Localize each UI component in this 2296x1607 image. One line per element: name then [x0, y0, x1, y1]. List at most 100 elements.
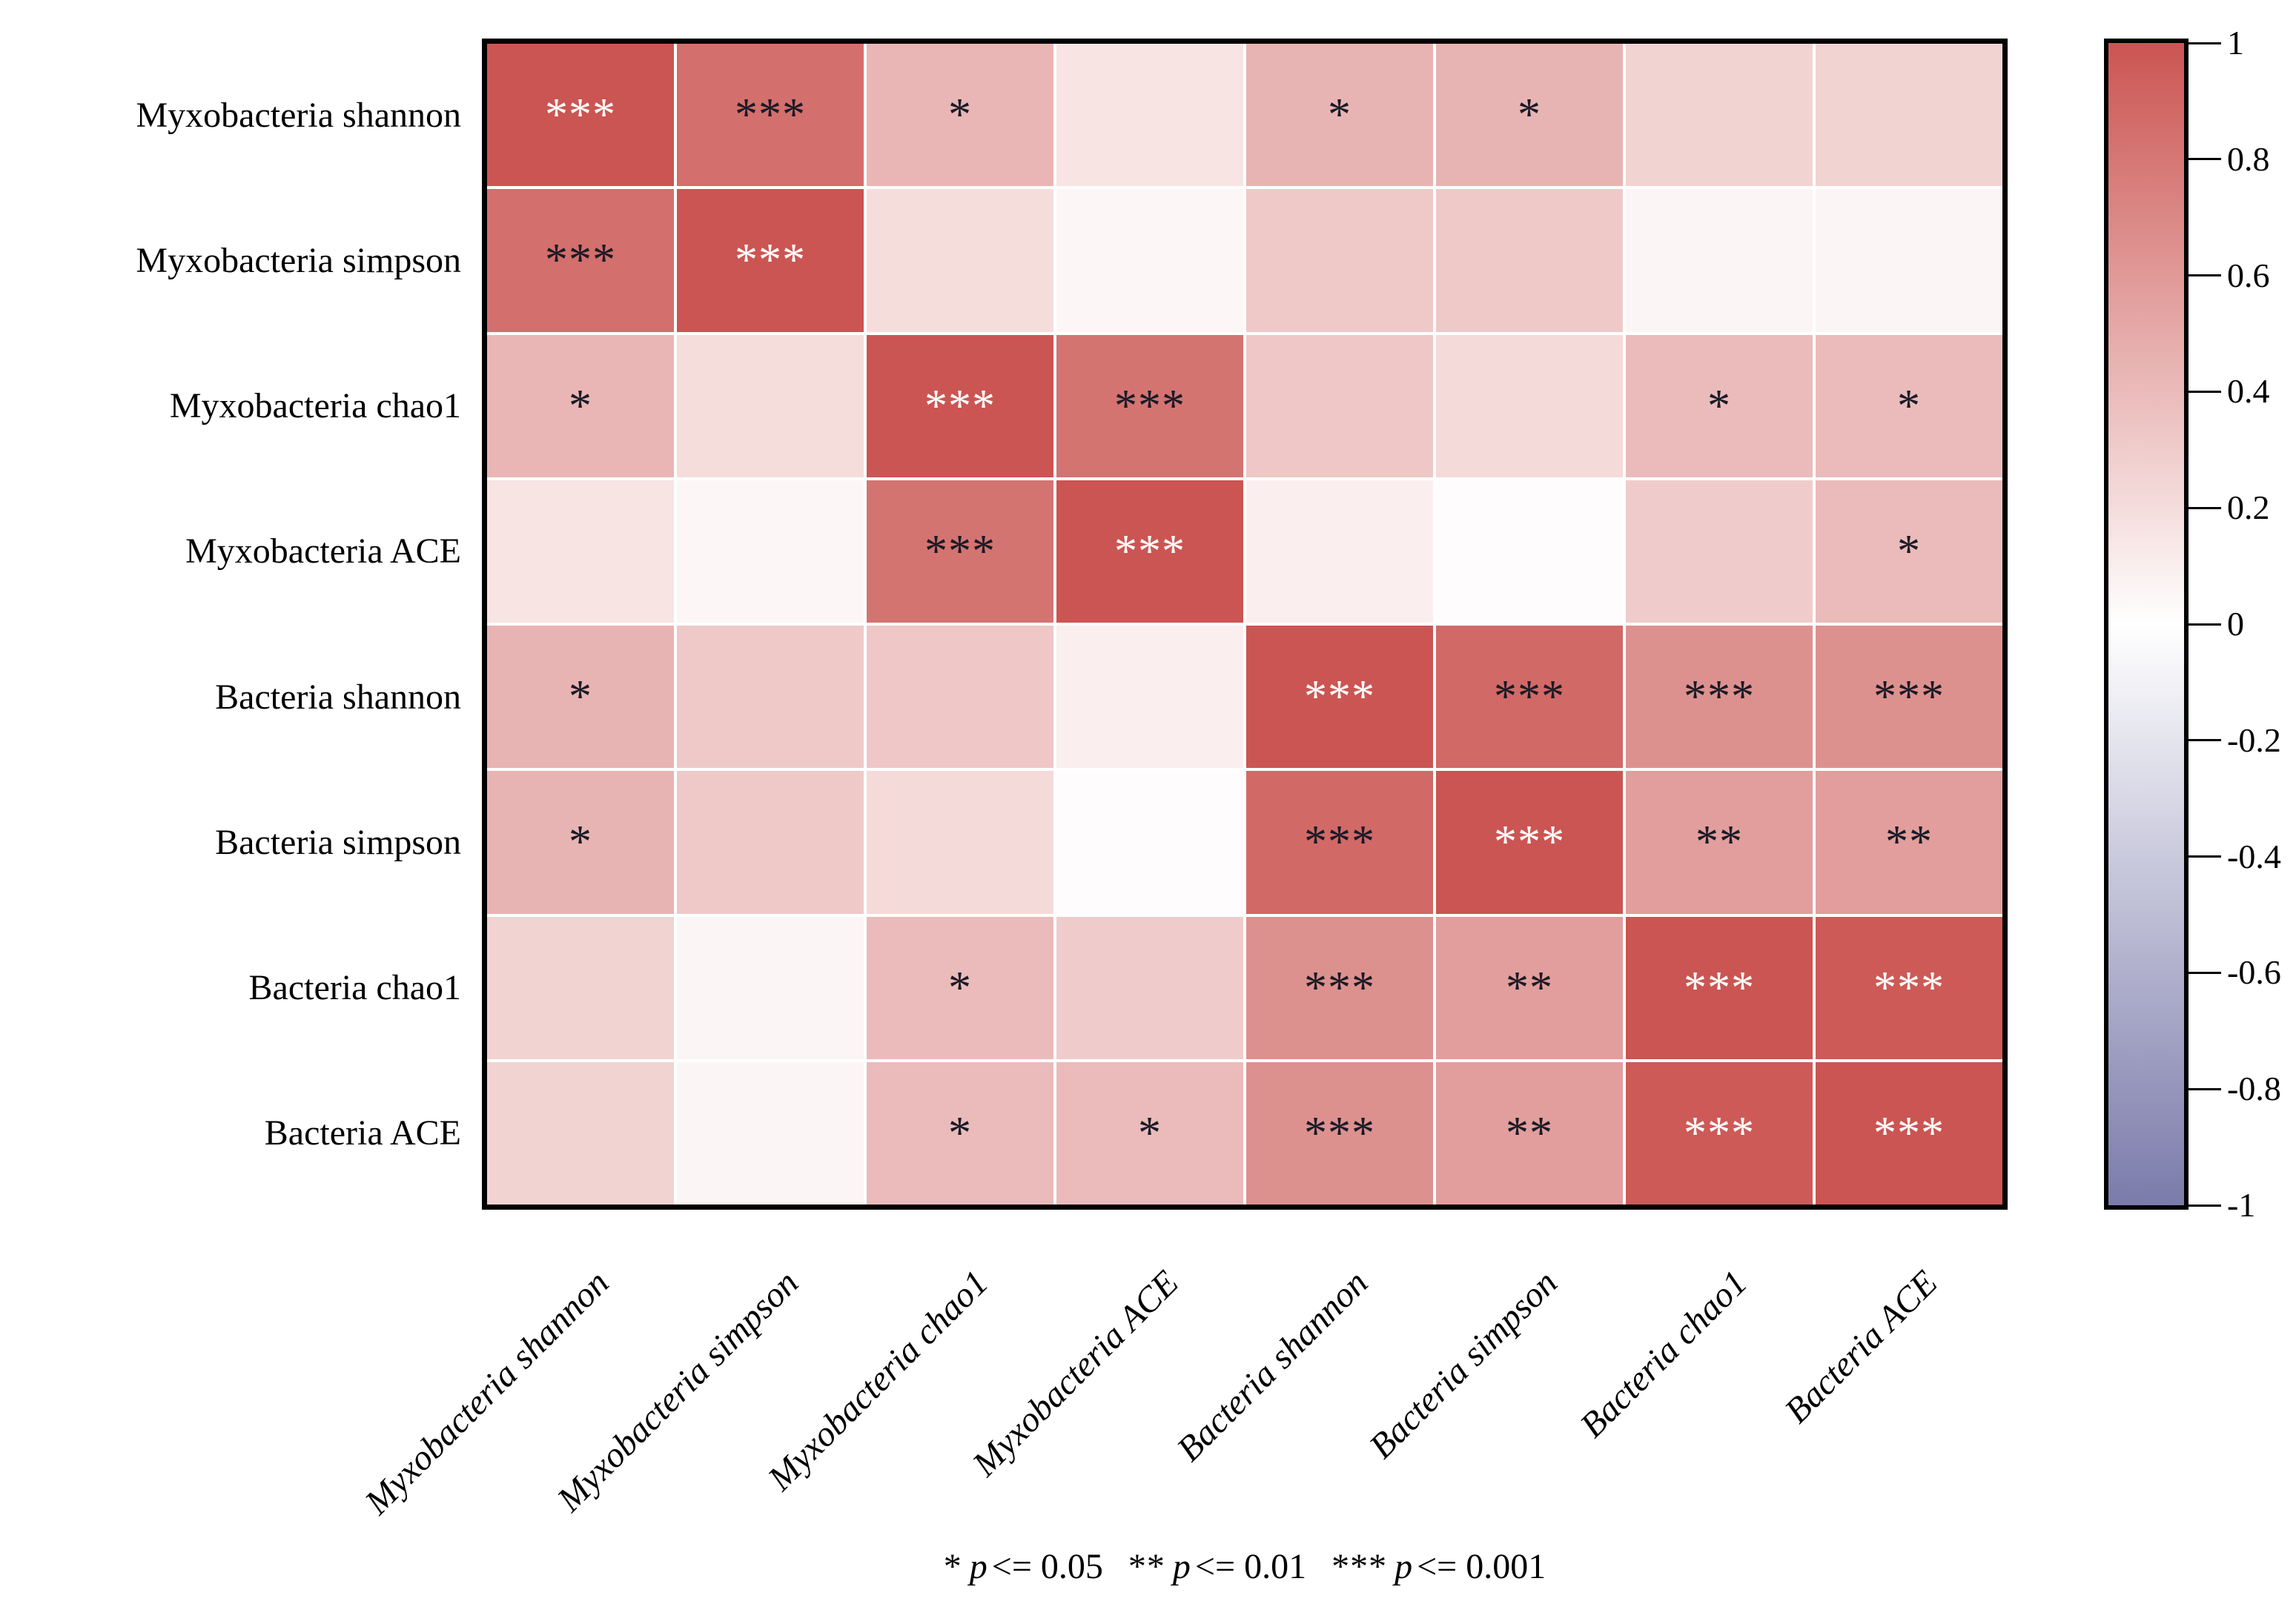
heatmap-cell: ***: [1436, 626, 1623, 769]
colorbar-tick: [2189, 739, 2221, 742]
colorbar-tick: [2189, 274, 2221, 277]
row-label: Bacteria chao1: [248, 968, 462, 1008]
significance-stars: *: [1138, 1107, 1162, 1159]
row-label: Myxobacteria shannon: [136, 95, 461, 135]
heatmap-cell: [1626, 189, 1813, 332]
colorbar-tick-label: 1: [2227, 24, 2244, 62]
heatmap-cell: *: [1436, 44, 1623, 187]
colorbar-tick: [2189, 506, 2221, 509]
col-label: Bacteria simpson: [1362, 1262, 1566, 1467]
heatmap-cell: ***: [1246, 916, 1433, 1059]
heatmap-cell: *: [1246, 44, 1433, 187]
heatmap-cell: [1246, 480, 1433, 623]
significance-stars: ***: [735, 90, 806, 141]
heatmap-frame: *** *** * * * *** *** * *** *** * * *** *** * * *** *** **…: [482, 39, 2008, 1210]
significance-stars: ***: [1873, 672, 1945, 723]
significance-stars: ***: [1873, 962, 1945, 1013]
heatmap-cell: [677, 480, 864, 623]
colorbar-tick: [2189, 42, 2221, 44]
heatmap-cell: [677, 1061, 864, 1205]
significance-stars: *: [569, 672, 592, 723]
significance-stars: ***: [1873, 1107, 1945, 1159]
heatmap-cell: ***: [1436, 771, 1623, 914]
colorbar-tick-label: -0.6: [2227, 953, 2281, 992]
heatmap-cell: [867, 626, 1053, 769]
legend-stars: **: [1128, 1547, 1165, 1586]
colorbar-tick-label: 0.4: [2227, 372, 2270, 411]
heatmap-cell: *: [487, 626, 674, 769]
legend-stars: *: [943, 1547, 962, 1586]
significance-stars: **: [1506, 962, 1553, 1013]
significance-stars: ***: [1114, 526, 1185, 577]
row-label: Bacteria simpson: [215, 822, 461, 862]
heatmap-cell: [677, 916, 864, 1059]
col-label: Bacteria chao1: [1572, 1262, 1756, 1445]
significance-legend: * p <= 0.05 ** p <= 0.01 *** p <= 0.001: [487, 1546, 2002, 1588]
heatmap-cell: **: [1816, 771, 2002, 914]
colorbar-tick-label: -0.4: [2227, 837, 2281, 875]
heatmap-cell: [487, 1061, 674, 1205]
colorbar-tick-label: 0: [2227, 605, 2244, 643]
legend-p-symbol: p: [1172, 1547, 1191, 1586]
heatmap-cell: [487, 480, 674, 623]
heatmap-cell: [677, 626, 864, 769]
heatmap-cell: **: [1436, 916, 1623, 1059]
significance-stars: ***: [1304, 962, 1375, 1013]
heatmap-cell: ***: [677, 44, 864, 187]
row-label: Bacteria ACE: [264, 1113, 461, 1153]
heatmap-cell: ***: [1816, 916, 2002, 1059]
colorbar: [2104, 39, 2189, 1210]
heatmap-cell: *: [487, 334, 674, 477]
heatmap-cell: ***: [487, 189, 674, 332]
heatmap-cell: [1626, 44, 1813, 187]
heatmap-cell: *: [867, 1061, 1053, 1205]
significance-stars: *: [1328, 90, 1352, 141]
significance-stars: ***: [1684, 962, 1755, 1013]
heatmap-cell: ***: [1626, 626, 1813, 769]
heatmap-cell: [1436, 480, 1623, 623]
heatmap-cell: ***: [1626, 1061, 1813, 1205]
heatmap-cell: ***: [1056, 480, 1243, 623]
significance-legend-entry: ** p <= 0.01: [1128, 1547, 1306, 1586]
heatmap-cell: ***: [1246, 626, 1433, 769]
heatmap-grid: *** *** * * * *** *** * *** *** * * *** *** * * *** *** **…: [487, 44, 2002, 1205]
legend-p-symbol: p: [1395, 1547, 1413, 1586]
colorbar-tick-label: -0.2: [2227, 720, 2281, 759]
heatmap-cell: ***: [867, 334, 1053, 477]
significance-stars: *: [569, 380, 592, 431]
heatmap-cell: *: [867, 916, 1053, 1059]
significance-stars: ***: [1304, 672, 1375, 723]
heatmap-cell: [1056, 189, 1243, 332]
colorbar-tick: [2189, 971, 2221, 974]
heatmap-cell: ***: [1056, 334, 1243, 477]
legend-threshold: <= 0.05: [991, 1547, 1103, 1586]
heatmap-cell: [677, 334, 864, 477]
heatmap-cell: [1246, 334, 1433, 477]
heatmap-cell: *: [867, 44, 1053, 187]
heatmap-cell: ***: [487, 44, 674, 187]
significance-stars: **: [1885, 817, 1933, 868]
significance-stars: *: [948, 962, 972, 1013]
heatmap-cell: [1056, 44, 1243, 187]
colorbar-tick-label: -1: [2227, 1186, 2256, 1224]
heatmap-cell: *: [1816, 334, 2002, 477]
heatmap-cell: ***: [1246, 771, 1433, 914]
significance-stars: ***: [1304, 1107, 1375, 1159]
legend-threshold: <= 0.01: [1194, 1547, 1307, 1586]
colorbar-tick-label: 0.6: [2227, 256, 2270, 294]
heatmap-cell: *: [1626, 334, 1813, 477]
colorbar-tick: [2189, 855, 2221, 858]
significance-stars: ***: [924, 526, 996, 577]
legend-stars: ***: [1331, 1547, 1388, 1586]
heatmap-cell: **: [1626, 771, 1813, 914]
heatmap-cell: [1626, 480, 1813, 623]
heatmap-cell: *: [487, 771, 674, 914]
significance-stars: ***: [924, 380, 996, 431]
significance-stars: *: [1897, 526, 1921, 577]
significance-stars: *: [948, 90, 972, 141]
significance-stars: *: [948, 1107, 972, 1159]
row-label: Bacteria shannon: [215, 677, 461, 717]
significance-legend-entry: *** p <= 0.001: [1331, 1547, 1546, 1586]
significance-stars: ***: [545, 235, 616, 286]
